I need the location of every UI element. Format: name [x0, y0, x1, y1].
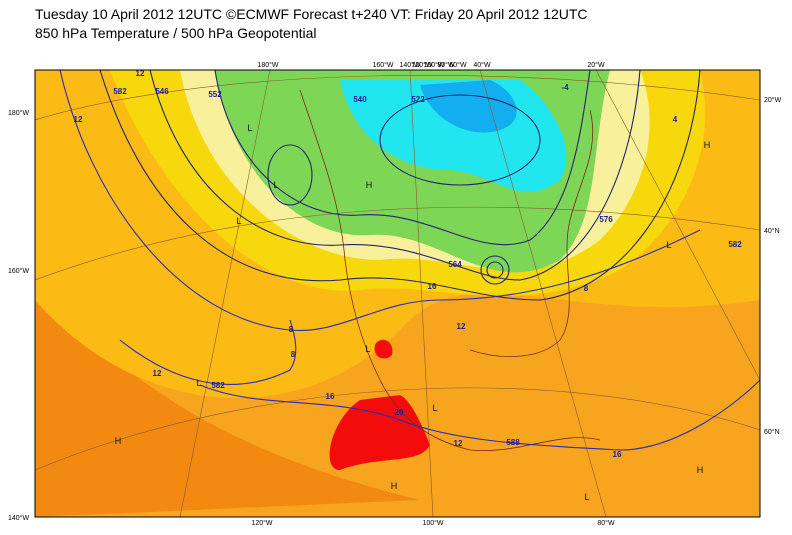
pressure-center: H	[697, 465, 704, 475]
pressure-center: H	[704, 140, 711, 150]
contour-label: 8	[291, 350, 296, 359]
geo-label: 140°W	[8, 514, 29, 522]
geo-label: 20°W	[587, 61, 605, 69]
geo-label: 40°W	[473, 61, 491, 69]
coastline	[469, 109, 594, 357]
contour-label: 4	[673, 115, 678, 124]
contour-line	[486, 261, 504, 279]
pressure-center: L	[236, 216, 241, 226]
geo-label: 140°W	[399, 61, 420, 69]
contour-line	[149, 70, 641, 281]
temp-band	[35, 280, 420, 517]
contour-label: -4	[561, 83, 569, 92]
contour-label: 588	[506, 438, 520, 447]
graticule-line	[595, 70, 760, 381]
temp-band	[420, 80, 517, 133]
geo-label: 180°W	[8, 109, 29, 117]
contour-label: 582	[113, 87, 127, 96]
pressure-center: H	[115, 436, 122, 446]
contour-label: 576	[599, 215, 613, 224]
pressure-center: L	[584, 492, 589, 502]
contour-line	[480, 255, 510, 285]
geo-label: 120°W	[251, 519, 272, 527]
contour-line	[99, 70, 701, 301]
pressure-center: L	[666, 240, 671, 250]
geo-label: 60°N	[764, 428, 780, 436]
contour-label: 8	[584, 284, 589, 293]
geo-label: 80°W	[597, 519, 615, 527]
contour-label: 12	[457, 322, 466, 331]
contours	[59, 70, 760, 451]
graticule-line	[35, 75, 760, 121]
geo-label: 160°W	[372, 61, 393, 69]
graticule-line	[179, 70, 271, 517]
contour-label: 582	[211, 381, 225, 390]
contour-line	[119, 319, 297, 385]
coastline	[299, 89, 601, 452]
contour-line	[59, 70, 701, 332]
contour-label: 8	[289, 325, 294, 334]
contour-line	[199, 379, 760, 451]
graticule-line	[35, 206, 760, 281]
contour-label: 552	[208, 90, 222, 99]
contour-label: 12	[74, 115, 83, 124]
pressure-center: L	[273, 180, 278, 190]
pressure-center: L	[196, 378, 201, 388]
contour-label: 16	[428, 282, 437, 291]
temp-band	[329, 395, 430, 470]
geo-label: 40°N	[764, 227, 780, 235]
contour-line	[214, 70, 591, 246]
temp-band	[374, 339, 393, 359]
contour-label: 546	[155, 87, 169, 96]
contour-label: 12	[136, 69, 145, 78]
contour-label: 540	[353, 95, 367, 104]
contour-label: 564	[448, 260, 462, 269]
contour-line	[267, 144, 313, 206]
graticule	[35, 70, 760, 517]
graticule-line	[479, 70, 607, 517]
pressure-center: H	[391, 481, 398, 491]
map-frame	[34, 69, 761, 518]
contour-label: 20	[395, 408, 404, 417]
geo-label: 80°W	[437, 61, 455, 69]
contour-label: 582	[728, 240, 742, 249]
contour-label: 12	[153, 369, 162, 378]
title-line-1: Tuesday 10 April 2012 12UTC ©ECMWF Forec…	[35, 6, 588, 22]
coastlines	[299, 89, 601, 452]
geo-label: 180°W	[257, 61, 278, 69]
pressure-center: H	[366, 180, 373, 190]
contour-label: 12	[454, 439, 463, 448]
geo-label: 160°W	[8, 267, 29, 275]
contour-label: 16	[326, 392, 335, 401]
contour-line	[379, 94, 541, 186]
graticule-line	[35, 387, 760, 471]
pressure-center: L	[365, 344, 370, 354]
geo-label: 20°W	[764, 96, 782, 104]
geo-label: 120°W	[411, 61, 432, 69]
map-field	[35, 70, 760, 517]
contour-label: 522	[411, 95, 425, 104]
geo-label: 60°W	[449, 61, 467, 69]
title-line-2: 850 hPa Temperature / 500 hPa Geopotenti…	[35, 25, 317, 41]
contour-label: 16	[613, 450, 622, 459]
graticule-line	[409, 70, 434, 517]
geo-label: 100°W	[423, 61, 444, 69]
pressure-center: L	[247, 123, 252, 133]
geo-label: 100°W	[422, 519, 443, 527]
pressure-center: L	[432, 403, 437, 413]
